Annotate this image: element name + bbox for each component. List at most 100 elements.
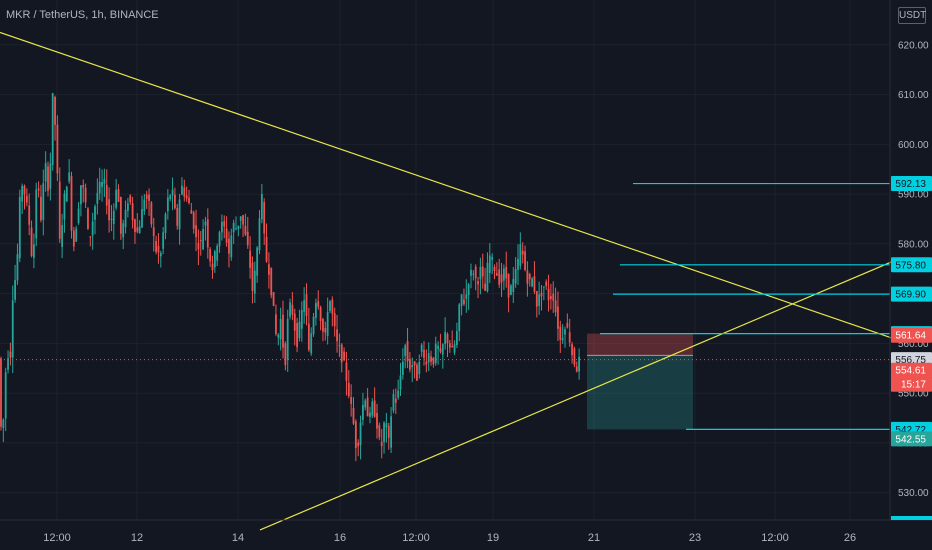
candle-body — [488, 255, 491, 273]
candle-body — [72, 230, 75, 247]
candle-body — [359, 422, 362, 446]
candle-body — [312, 316, 315, 335]
candle-body — [336, 329, 338, 342]
candle-body — [18, 196, 21, 259]
candle-body — [425, 361, 428, 365]
price-tag: 554.61 — [895, 366, 926, 377]
candle-body — [230, 235, 233, 258]
candle-body — [174, 194, 176, 209]
trendline — [0, 31, 894, 339]
candle-body — [432, 357, 435, 365]
candle-body — [519, 244, 522, 266]
candle-body — [484, 283, 486, 291]
y-tick-label: 600.00 — [898, 140, 929, 151]
level-price-tag: 592.13 — [895, 179, 926, 190]
candle-body — [460, 294, 463, 306]
candle-body — [183, 187, 186, 197]
candle-body — [477, 281, 479, 285]
candle-body — [575, 366, 578, 372]
price-tag: 542.55 — [895, 434, 926, 445]
candle-body — [51, 93, 54, 165]
candle-body — [117, 189, 120, 202]
candle-body — [105, 184, 108, 206]
candle-body — [23, 185, 26, 195]
candle-body — [493, 266, 496, 272]
candle-body — [228, 238, 230, 254]
candle-body — [557, 306, 559, 329]
candle-body — [550, 296, 552, 299]
x-tick-label: 16 — [334, 532, 346, 544]
candle-body — [307, 323, 310, 350]
candle-body — [169, 195, 172, 199]
candle-body — [380, 441, 383, 447]
candle-body — [566, 322, 569, 328]
candle-body — [298, 321, 301, 339]
candle-body — [573, 348, 576, 365]
candle-body — [568, 332, 571, 343]
y-tick-label: 550.00 — [898, 389, 929, 400]
candle-body — [242, 215, 244, 225]
candle-body — [540, 292, 543, 297]
candle-body — [150, 202, 153, 225]
candle-body — [253, 270, 256, 294]
candle-body — [206, 219, 209, 248]
level-price-tag-bg — [891, 176, 932, 192]
candle-body — [143, 199, 146, 212]
candle-body — [166, 197, 169, 212]
currency-button[interactable]: USDT — [898, 7, 926, 24]
candle-body — [251, 262, 254, 291]
candle-body — [512, 278, 515, 292]
candle-body — [77, 208, 80, 224]
candle-body — [129, 195, 132, 203]
candle-body — [500, 274, 503, 283]
candle-body — [54, 97, 56, 125]
candle-body — [246, 231, 249, 246]
candle-body — [40, 196, 42, 221]
candle-body — [98, 181, 101, 194]
candle-body — [162, 232, 165, 249]
price-tag-bg — [891, 431, 932, 447]
candle-body — [352, 407, 355, 424]
candle-body — [272, 292, 275, 306]
candle-body — [91, 221, 94, 236]
x-tick-label: 12:00 — [43, 532, 71, 544]
y-tick-label: 560.00 — [898, 339, 929, 350]
candle-body — [188, 197, 190, 203]
candle-body — [225, 228, 228, 243]
candle-body — [347, 382, 350, 397]
candle-body — [218, 232, 221, 247]
candle-body — [195, 225, 197, 238]
candle-body — [9, 351, 12, 358]
candle-body — [406, 341, 409, 362]
take-profit-zone — [587, 355, 693, 430]
candle-body — [300, 310, 303, 329]
candle-body — [213, 251, 216, 268]
candle-body — [547, 288, 550, 301]
candle-body — [152, 227, 155, 237]
time-axis[interactable]: 12:00 12 14 16 12:00 19 21 23 12:00 26 — [43, 532, 856, 544]
candle-body — [265, 236, 268, 262]
price-tag: 15:17 — [901, 380, 926, 391]
candle-body — [87, 208, 89, 229]
candle-body — [164, 214, 167, 233]
candle-body — [68, 172, 71, 182]
candle-body — [108, 199, 110, 221]
candle-body — [190, 210, 193, 214]
candle-body — [11, 300, 14, 358]
candle-body — [70, 176, 73, 231]
candle-body — [134, 219, 136, 233]
candle-body — [239, 216, 242, 221]
candle-body — [145, 194, 148, 199]
candle-body — [517, 258, 519, 270]
candle-body — [474, 266, 477, 279]
candle-body — [119, 197, 122, 234]
candle-body — [42, 183, 45, 220]
candle-body — [138, 226, 141, 234]
y-tick-label: 590.00 — [898, 190, 929, 201]
candle-body — [533, 276, 536, 292]
candle-body — [310, 333, 313, 354]
candle-body — [383, 422, 385, 442]
candle-body — [354, 421, 357, 449]
candle-body — [270, 267, 273, 296]
